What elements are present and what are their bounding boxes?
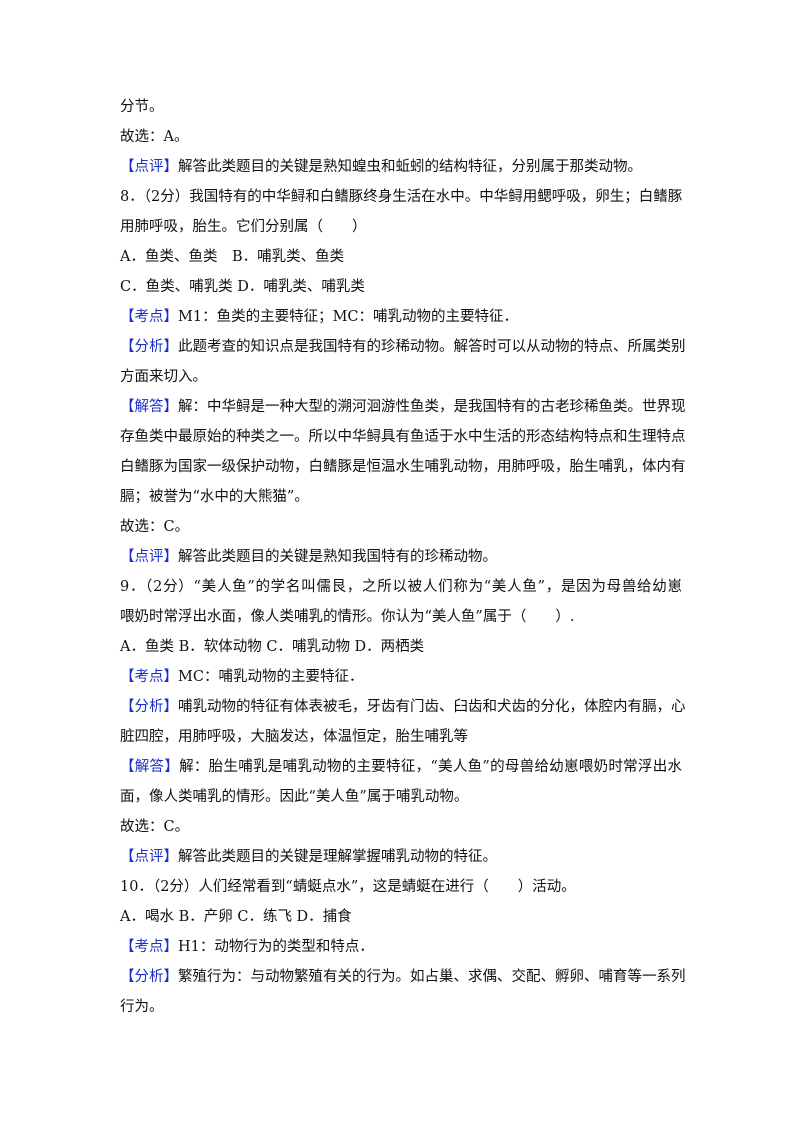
text-line: 8．（2分）我国特有的中华鲟和白鳍豚终身生活在水中。中华鲟用鳃呼吸，卵生；白鳍豚	[120, 182, 682, 212]
text-line: C．鱼类、哺乳类 D．哺乳类、哺乳类	[120, 272, 682, 302]
paragraph: 【考点】M1：鱼类的主要特征；MC：哺乳动物的主要特征．	[120, 302, 682, 332]
text-line: A．鱼类 B．软体动物 C．哺乳动物 D．两栖类	[120, 632, 682, 662]
text-line: 面，像人类哺乳的情形。因此“美人鱼”属于哺乳动物。	[120, 782, 682, 812]
text-line: A．鱼类、鱼类 B．哺乳类、鱼类	[120, 242, 682, 272]
text-line: 分节。	[120, 92, 682, 122]
text-line: 行为。	[120, 992, 682, 1022]
section-tag: 【分析】	[120, 339, 178, 355]
line-text: 9．（2分）“美人鱼”的学名叫儒艮，之所以被人们称为“美人鱼”，是因为母兽给幼崽	[120, 579, 682, 595]
paragraph: 【分析】此题考查的知识点是我国特有的珍稀动物。解答时可以从动物的特点、所属类别方…	[120, 332, 686, 392]
line-text: H1：动物行为的类型和特点．	[178, 939, 374, 955]
line-text: 脏四腔，用肺呼吸，大脑发达，体温恒定，胎生哺乳等	[120, 729, 468, 745]
text-line: 故选：C。	[120, 512, 682, 542]
line-text: 故选：C。	[120, 519, 190, 535]
paragraph: 10．（2分）人们经常看到“蜻蜓点水”，这是蜻蜓在进行（ ）活动。	[120, 872, 682, 902]
text-line: 【点评】解答此类题目的关键是熟知蝗虫和蚯蚓的结构特征，分别属于那类动物。	[120, 152, 682, 182]
text-line: 喂奶时常浮出水面，像人类哺乳的情形。你认为“美人鱼”属于（ ）.	[120, 602, 682, 632]
line-text: 行为。	[120, 999, 164, 1015]
line-text: MC：哺乳动物的主要特征．	[178, 669, 364, 685]
paragraph: 【点评】解答此类题目的关键是熟知我国特有的珍稀动物。	[120, 542, 682, 572]
line-text: 方面来切入。	[120, 369, 207, 385]
line-text: M1：鱼类的主要特征；MC：哺乳动物的主要特征．	[178, 309, 519, 325]
section-tag: 【分析】	[120, 969, 178, 985]
text-line: 用肺呼吸，胎生。它们分别属（ ）	[120, 212, 682, 242]
section-tag: 【解答】	[120, 399, 178, 415]
text-line: 【考点】MC：哺乳动物的主要特征．	[120, 662, 682, 692]
paragraph: 【考点】H1：动物行为的类型和特点．	[120, 932, 682, 962]
paragraph: A．鱼类、鱼类 B．哺乳类、鱼类	[120, 242, 682, 272]
text-line: 【考点】H1：动物行为的类型和特点．	[120, 932, 682, 962]
paragraph: 分节。	[120, 92, 682, 122]
paragraph: 【考点】MC：哺乳动物的主要特征．	[120, 662, 682, 692]
text-line: 白鳍豚为国家一级保护动物，白鳍豚是恒温水生哺乳动物，用肺呼吸，胎生哺乳，体内有	[120, 452, 686, 482]
line-text: 喂奶时常浮出水面，像人类哺乳的情形。你认为“美人鱼”属于（ ）.	[120, 609, 575, 625]
line-text: 面，像人类哺乳的情形。因此“美人鱼”属于哺乳动物。	[120, 789, 469, 805]
content: 分节。 故选：A。 【点评】解答此类题目的关键是熟知蝗虫和蚯蚓的结构特征，分别属于那…	[120, 92, 686, 1022]
paragraph: 【解答】解：胎生哺乳是哺乳动物的主要特征，“美人鱼”的母兽给幼崽喂奶时常浮出水面…	[120, 752, 682, 812]
paragraph: A．鱼类 B．软体动物 C．哺乳动物 D．两栖类	[120, 632, 682, 662]
text-line: 【分析】此题考查的知识点是我国特有的珍稀动物。解答时可以从动物的特点、所属类别	[120, 332, 686, 362]
line-text: 解：中华鲟是一种大型的溯河洄游性鱼类，是我国特有的古老珍稀鱼类。世界现	[178, 399, 686, 415]
text-line: 脏四腔，用肺呼吸，大脑发达，体温恒定，胎生哺乳等	[120, 722, 682, 752]
line-text: 此题考查的知识点是我国特有的珍稀动物。解答时可以从动物的特点、所属类别	[178, 339, 686, 355]
line-text: 用肺呼吸，胎生。它们分别属（ ）	[120, 219, 367, 235]
paragraph: 故选：C。	[120, 512, 682, 542]
section-tag: 【考点】	[120, 669, 178, 685]
line-text: 存鱼类中最原始的种类之一。所以中华鲟具有鱼适于水中生活的形态结构特点和生理特点	[120, 429, 686, 445]
paragraph: 【点评】解答此类题目的关键是理解掌握哺乳动物的特征。	[120, 842, 682, 872]
line-text: 故选：A。	[120, 129, 189, 145]
paragraph: 【分析】哺乳动物的特征有体表被毛，牙齿有门齿、臼齿和犬齿的分化，体腔内有膈，心脏…	[120, 692, 686, 752]
line-text: 解：胎生哺乳是哺乳动物的主要特征，“美人鱼”的母兽给幼崽喂奶时常浮出水	[179, 759, 682, 775]
line-text: 解答此类题目的关键是理解掌握哺乳动物的特征。	[178, 849, 497, 865]
text-line: 【解答】解：胎生哺乳是哺乳动物的主要特征，“美人鱼”的母兽给幼崽喂奶时常浮出水	[120, 752, 682, 782]
paragraph: 故选：C。	[120, 812, 682, 842]
paragraph: C．鱼类、哺乳类 D．哺乳类、哺乳类	[120, 272, 682, 302]
text-line: A．喝水 B．产卵 C．练飞 D．捕食	[120, 902, 682, 932]
line-text: 繁殖行为：与动物繁殖有关的行为。如占巢、求偶、交配、孵卵、哺育等一系列	[178, 969, 686, 985]
text-line: 【点评】解答此类题目的关键是理解掌握哺乳动物的特征。	[120, 842, 682, 872]
line-text: 哺乳动物的特征有体表被毛，牙齿有门齿、臼齿和犬齿的分化，体腔内有膈，心	[178, 699, 686, 715]
section-tag: 【考点】	[120, 939, 178, 955]
line-text: 白鳍豚为国家一级保护动物，白鳍豚是恒温水生哺乳动物，用肺呼吸，胎生哺乳，体内有	[120, 459, 686, 475]
text-line: 【点评】解答此类题目的关键是熟知我国特有的珍稀动物。	[120, 542, 682, 572]
text-line: 方面来切入。	[120, 362, 682, 392]
section-tag: 【点评】	[120, 849, 178, 865]
paragraph: 9．（2分）“美人鱼”的学名叫儒艮，之所以被人们称为“美人鱼”，是因为母兽给幼崽…	[120, 572, 682, 632]
paragraph: 8．（2分）我国特有的中华鲟和白鳍豚终身生活在水中。中华鲟用鳃呼吸，卵生；白鳍豚…	[120, 182, 682, 242]
line-text: 10．（2分）人们经常看到“蜻蜓点水”，这是蜻蜓在进行（ ）活动。	[120, 879, 576, 895]
line-text: C．鱼类、哺乳类 D．哺乳类、哺乳类	[120, 279, 365, 295]
section-tag: 【点评】	[120, 549, 178, 565]
text-line: 10．（2分）人们经常看到“蜻蜓点水”，这是蜻蜓在进行（ ）活动。	[120, 872, 682, 902]
text-line: 存鱼类中最原始的种类之一。所以中华鲟具有鱼适于水中生活的形态结构特点和生理特点	[120, 422, 686, 452]
line-text: A．喝水 B．产卵 C．练飞 D．捕食	[120, 909, 352, 925]
section-tag: 【解答】	[120, 759, 180, 775]
paragraph: 【解答】解：中华鲟是一种大型的溯河洄游性鱼类，是我国特有的古老珍稀鱼类。世界现存…	[120, 392, 686, 512]
text-line: 故选：C。	[120, 812, 682, 842]
section-tag: 【点评】	[120, 159, 178, 175]
line-text: 解答此类题目的关键是熟知我国特有的珍稀动物。	[178, 549, 497, 565]
line-text: A．鱼类、鱼类 B．哺乳类、鱼类	[120, 249, 345, 265]
paragraph: A．喝水 B．产卵 C．练飞 D．捕食	[120, 902, 682, 932]
line-text: 故选：C。	[120, 819, 190, 835]
section-tag: 【考点】	[120, 309, 178, 325]
line-text: 8．（2分）我国特有的中华鲟和白鳍豚终身生活在水中。中华鲟用鳃呼吸，卵生；白鳍豚	[120, 189, 683, 205]
text-line: 【解答】解：中华鲟是一种大型的溯河洄游性鱼类，是我国特有的古老珍稀鱼类。世界现	[120, 392, 686, 422]
text-line: 【分析】哺乳动物的特征有体表被毛，牙齿有门齿、臼齿和犬齿的分化，体腔内有膈，心	[120, 692, 686, 722]
text-line: 膈；被誉为“水中的大熊猫”。	[120, 482, 682, 512]
line-text: 解答此类题目的关键是熟知蝗虫和蚯蚓的结构特征，分别属于那类动物。	[178, 159, 642, 175]
line-text: 分节。	[120, 99, 164, 115]
text-line: 【考点】M1：鱼类的主要特征；MC：哺乳动物的主要特征．	[120, 302, 682, 332]
line-text: 膈；被誉为“水中的大熊猫”。	[120, 489, 309, 505]
paragraph: 故选：A。	[120, 122, 682, 152]
paragraph: 【点评】解答此类题目的关键是熟知蝗虫和蚯蚓的结构特征，分别属于那类动物。	[120, 152, 682, 182]
text-line: 故选：A。	[120, 122, 682, 152]
text-line: 【分析】繁殖行为：与动物繁殖有关的行为。如占巢、求偶、交配、孵卵、哺育等一系列	[120, 962, 686, 992]
line-text: A．鱼类 B．软体动物 C．哺乳动物 D．两栖类	[120, 639, 425, 655]
paragraph: 【分析】繁殖行为：与动物繁殖有关的行为。如占巢、求偶、交配、孵卵、哺育等一系列行…	[120, 962, 686, 1022]
text-line: 9．（2分）“美人鱼”的学名叫儒艮，之所以被人们称为“美人鱼”，是因为母兽给幼崽	[120, 572, 682, 602]
section-tag: 【分析】	[120, 699, 178, 715]
